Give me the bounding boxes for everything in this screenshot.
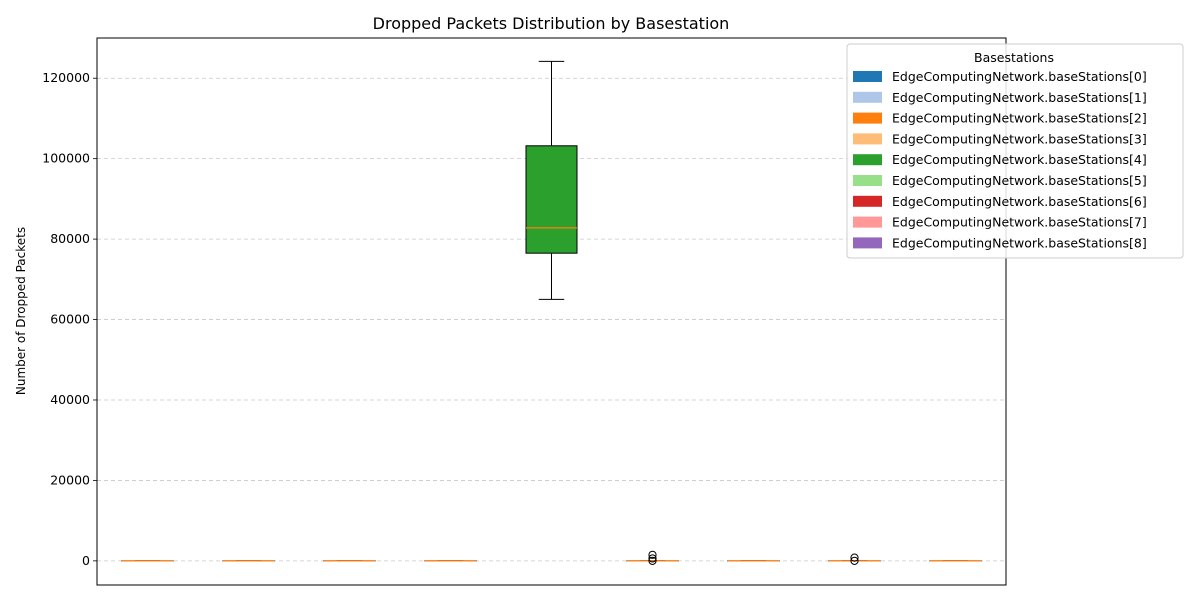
legend: Basestations EdgeComputingNetwork.baseSt… [847, 44, 1183, 258]
legend-swatch [853, 154, 882, 165]
legend-title: Basestations [974, 50, 1054, 65]
box-5 [627, 551, 678, 564]
legend-label: EdgeComputingNetwork.baseStations[5] [892, 173, 1147, 188]
box-7 [829, 554, 880, 564]
legend-item-6: EdgeComputingNetwork.baseStations[6] [853, 194, 1147, 209]
y-tick-label: 120000 [42, 70, 90, 85]
legend-item-0: EdgeComputingNetwork.baseStations[0] [853, 69, 1147, 84]
y-tick-label: 0 [82, 553, 90, 568]
legend-swatch [853, 133, 882, 144]
legend-swatch [853, 113, 882, 124]
legend-item-5: EdgeComputingNetwork.baseStations[5] [853, 173, 1147, 188]
legend-items: EdgeComputingNetwork.baseStations[0] Edge… [853, 69, 1147, 250]
legend-label: EdgeComputingNetwork.baseStations[1] [892, 90, 1147, 105]
legend-label: EdgeComputingNetwork.baseStations[4] [892, 152, 1147, 167]
y-tick-label: 40000 [50, 392, 90, 407]
y-axis-ticks: 0 20000 40000 60000 80000 100000 120000 [42, 70, 97, 568]
box-4 [526, 61, 577, 299]
legend-swatch [853, 196, 882, 207]
y-tick-label: 20000 [50, 472, 90, 487]
legend-swatch [853, 71, 882, 82]
y-axis-label: Number of Dropped Packets [14, 227, 28, 395]
legend-item-7: EdgeComputingNetwork.baseStations[7] [853, 215, 1147, 230]
chart-title: Dropped Packets Distribution by Basestat… [373, 14, 730, 33]
legend-label: EdgeComputingNetwork.baseStations[3] [892, 131, 1147, 146]
y-tick-label: 80000 [50, 231, 90, 246]
legend-swatch [853, 175, 882, 186]
legend-item-4: EdgeComputingNetwork.baseStations[4] [853, 152, 1147, 167]
legend-item-2: EdgeComputingNetwork.baseStations[2] [853, 111, 1147, 126]
legend-label: EdgeComputingNetwork.baseStations[2] [892, 111, 1147, 126]
y-tick-label: 100000 [42, 151, 90, 166]
legend-swatch [853, 217, 882, 228]
legend-item-1: EdgeComputingNetwork.baseStations[1] [853, 90, 1147, 105]
legend-swatch [853, 237, 882, 248]
legend-label: EdgeComputingNetwork.baseStations[0] [892, 69, 1147, 84]
legend-label: EdgeComputingNetwork.baseStations[6] [892, 194, 1147, 209]
legend-swatch [853, 92, 882, 103]
legend-item-3: EdgeComputingNetwork.baseStations[3] [853, 131, 1147, 146]
box-body [526, 146, 577, 253]
legend-item-8: EdgeComputingNetwork.baseStations[8] [853, 235, 1147, 250]
legend-label: EdgeComputingNetwork.baseStations[8] [892, 235, 1147, 250]
y-tick-label: 60000 [50, 312, 90, 327]
legend-label: EdgeComputingNetwork.baseStations[7] [892, 215, 1147, 230]
